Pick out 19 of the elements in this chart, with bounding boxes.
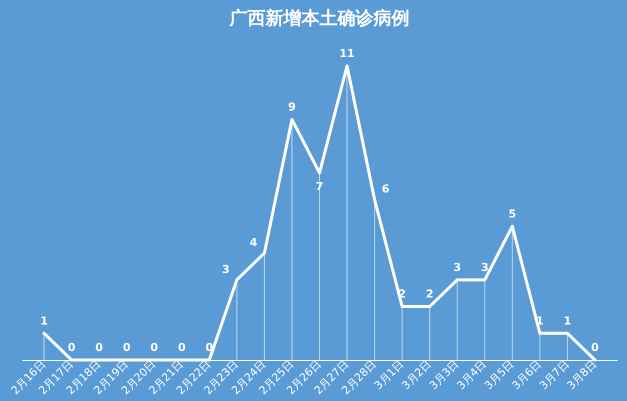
data-label: 9 bbox=[288, 100, 296, 114]
data-label: 3 bbox=[453, 260, 462, 274]
data-label: 1 bbox=[40, 314, 48, 328]
data-label: 0 bbox=[95, 341, 104, 354]
data-label: 3 bbox=[222, 262, 230, 276]
data-label: 4 bbox=[250, 236, 258, 250]
data-label: 0 bbox=[68, 341, 76, 354]
data-label: 3 bbox=[480, 260, 489, 274]
data-label: 11 bbox=[339, 47, 355, 60]
data-label: 0 bbox=[150, 341, 158, 354]
data-label: 2 bbox=[426, 288, 434, 301]
data-label: 0 bbox=[591, 341, 600, 354]
data-label: 1 bbox=[564, 314, 572, 328]
data-label: 0 bbox=[205, 341, 214, 354]
data-label: 0 bbox=[178, 341, 186, 354]
data-label: 6 bbox=[382, 182, 390, 196]
chart-title: 广西新增本土确诊病例 bbox=[228, 8, 410, 29]
data-label: 0 bbox=[122, 341, 131, 354]
data-label: 5 bbox=[508, 207, 516, 220]
